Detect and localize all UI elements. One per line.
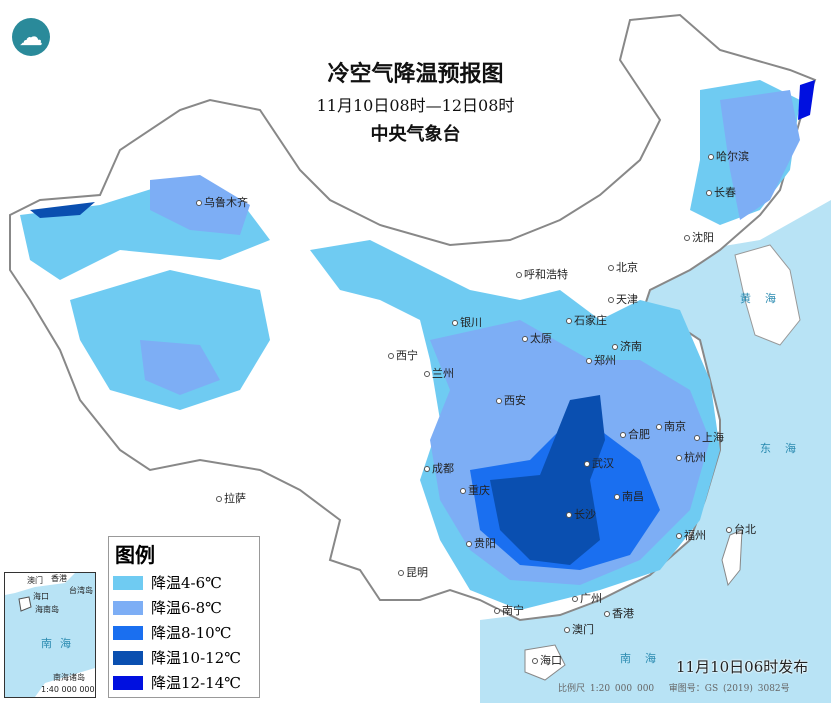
inset-label: 海口 xyxy=(33,592,49,601)
city-label: 北京 xyxy=(608,259,638,275)
zone-4-6 xyxy=(70,270,270,410)
city-label: 长春 xyxy=(706,184,736,200)
korea-peninsula xyxy=(734,244,801,346)
city-label: 沈阳 xyxy=(684,229,714,245)
scale-text: 比例尺 1:20 000 000 xyxy=(558,684,655,694)
city-label: 贵阳 xyxy=(466,535,496,551)
city-label: 西安 xyxy=(496,392,526,408)
city-label: 长沙 xyxy=(566,506,596,522)
legend-swatch xyxy=(113,675,143,690)
inset-map xyxy=(5,573,95,697)
map-scale: 比例尺 1:20 000 000 审图号：GS (2019) 3082号 xyxy=(558,681,790,694)
cma-logo-icon: ☁ xyxy=(12,18,50,56)
legend-item: 降温10-12℃ xyxy=(113,645,259,670)
south-china-sea-inset: 澳门 香港 台湾岛 海口 海南岛 南海 南海诸岛 1:40 000 000 xyxy=(4,572,96,698)
legend-item: 降温8-10℃ xyxy=(113,620,259,645)
inset-scale: 1:40 000 000 xyxy=(41,685,95,694)
city-label: 海口 xyxy=(532,652,562,668)
map-title: 冷空气降温预报图 xyxy=(327,61,504,87)
forecast-period: 11月10日08时—12日08时 xyxy=(316,96,515,115)
legend-label: 降温6-8℃ xyxy=(151,599,222,617)
city-label: 上海 xyxy=(694,429,724,445)
release-time: 11月10日06时发布 xyxy=(676,658,809,676)
city-label: 呼和浩特 xyxy=(516,266,568,282)
zone-12-14 xyxy=(30,202,95,218)
legend-label: 降温10-12℃ xyxy=(151,649,242,667)
legend-swatch xyxy=(113,625,143,640)
zone-6-8 xyxy=(720,90,800,220)
zone-6-8 xyxy=(140,340,220,395)
city-label: 香港 xyxy=(604,605,634,621)
legend-label: 降温8-10℃ xyxy=(151,624,232,642)
inset-label: 台湾岛 xyxy=(69,586,93,595)
city-label: 南昌 xyxy=(614,488,644,504)
inset-label: 南海诸岛 xyxy=(53,673,85,682)
legend-label: 降温12-14℃ xyxy=(151,674,242,692)
city-label: 郑州 xyxy=(586,352,616,368)
city-label: 乌鲁木齐 xyxy=(196,194,248,210)
zone-12-14 xyxy=(798,80,815,120)
legend-item: 降温12-14℃ xyxy=(113,670,259,695)
sea-label-east: 东海 xyxy=(760,442,810,455)
city-label: 南宁 xyxy=(494,602,524,618)
legend-swatch xyxy=(113,600,143,615)
city-label: 昆明 xyxy=(398,564,428,580)
legend-item: 降温4-6℃ xyxy=(113,570,259,595)
city-label: 银川 xyxy=(452,314,482,330)
city-label: 重庆 xyxy=(460,482,490,498)
city-label: 成都 xyxy=(424,460,454,476)
sea-label-yellow: 黄海 xyxy=(740,292,790,305)
legend-swatch xyxy=(113,575,143,590)
city-label: 澳门 xyxy=(564,621,594,637)
legend: 图例 降温4-6℃ 降温6-8℃ 降温8-10℃ 降温10-12℃ 降温12-1… xyxy=(108,536,260,698)
issuer: 中央气象台 xyxy=(370,124,461,145)
inset-label: 香港 xyxy=(51,574,67,583)
city-label: 拉萨 xyxy=(216,490,246,506)
city-label: 哈尔滨 xyxy=(708,148,749,164)
city-label: 福州 xyxy=(676,527,706,543)
inset-label: 海南岛 xyxy=(35,605,59,614)
city-label: 太原 xyxy=(522,330,552,346)
legend-swatch xyxy=(113,650,143,665)
city-label: 合肥 xyxy=(620,426,650,442)
city-label: 济南 xyxy=(612,338,642,354)
city-label: 武汉 xyxy=(584,455,614,471)
city-label: 西宁 xyxy=(388,347,418,363)
city-label: 广州 xyxy=(572,590,602,606)
city-label: 台北 xyxy=(726,521,756,537)
approval-number: 审图号：GS (2019) 3082号 xyxy=(668,684,790,694)
city-label: 南京 xyxy=(656,418,686,434)
sea-area xyxy=(480,200,831,703)
city-label: 天津 xyxy=(608,291,638,307)
zone-10-12 xyxy=(490,395,605,565)
inset-label: 澳门 xyxy=(27,576,43,585)
inset-label: 南海 xyxy=(41,637,79,650)
sea-label-south: 南海 xyxy=(620,652,670,665)
city-label: 石家庄 xyxy=(566,312,607,328)
city-label: 杭州 xyxy=(676,449,706,465)
legend-item: 降温6-8℃ xyxy=(113,595,259,620)
legend-title: 图例 xyxy=(115,543,155,567)
city-label: 兰州 xyxy=(424,365,454,381)
legend-label: 降温4-6℃ xyxy=(151,574,222,592)
